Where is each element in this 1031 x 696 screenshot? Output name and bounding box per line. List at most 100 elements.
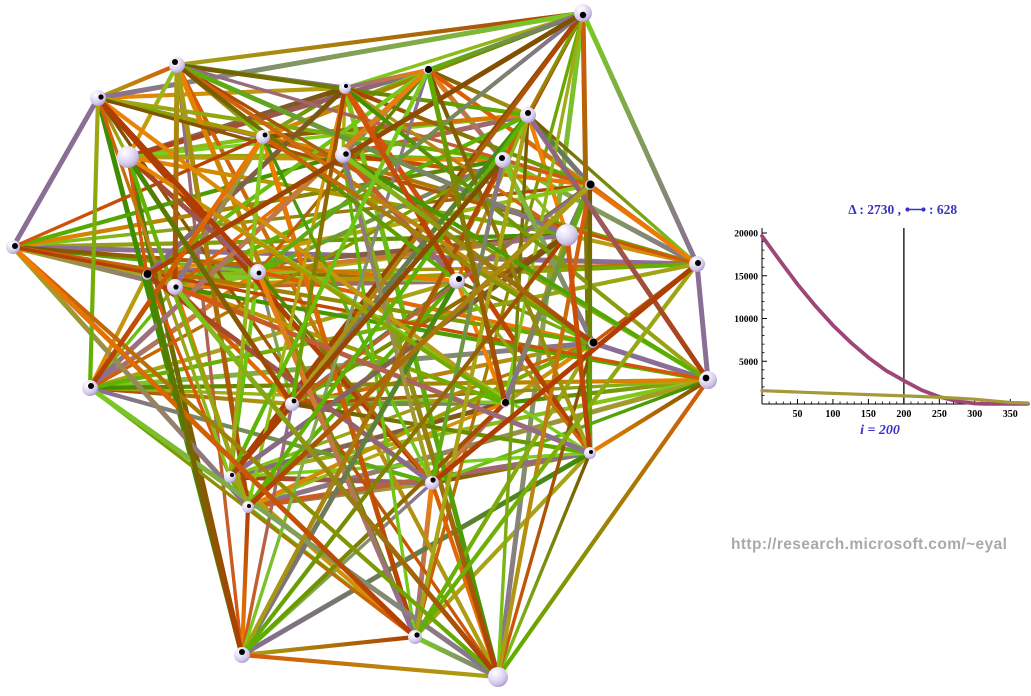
graph-node <box>335 147 351 163</box>
graph-node <box>339 82 351 94</box>
graph-node <box>500 398 510 408</box>
graph-edge <box>564 232 593 456</box>
graph-node <box>242 501 254 513</box>
graph-node <box>224 471 236 483</box>
graph-node <box>584 447 596 459</box>
graph-edge <box>495 377 711 680</box>
graph-edge <box>174 10 586 68</box>
graph-edge <box>240 68 430 657</box>
graph-edge <box>87 134 266 391</box>
graph-edge <box>412 112 531 640</box>
x-tick-label: 250 <box>932 409 947 420</box>
graph-edge <box>425 67 508 406</box>
graph-node <box>488 667 508 687</box>
y-tick-label: 15000 <box>734 272 758 282</box>
olive-curve <box>760 389 1030 405</box>
graph-node <box>699 371 717 389</box>
graph-node <box>117 146 139 168</box>
y-tick-label: 10000 <box>734 315 758 325</box>
graph-edge <box>239 652 501 680</box>
graph-edge <box>87 272 150 391</box>
graph-node <box>234 647 250 663</box>
graph-edge <box>88 158 505 390</box>
graph-edge <box>496 451 592 679</box>
graph-edge <box>239 504 251 658</box>
chart-title: Δ : 2730 ,: 628 <box>848 202 957 217</box>
graph-edge <box>429 261 700 486</box>
graph-edge <box>342 67 431 91</box>
graph-node <box>142 270 152 280</box>
graph-node <box>449 273 465 289</box>
graph-node <box>169 57 185 73</box>
graph-edge <box>87 385 501 680</box>
graph-edge <box>10 95 101 250</box>
graph-edge <box>502 377 711 406</box>
x-tick-label: 350 <box>1003 409 1018 420</box>
graph-edge <box>412 634 501 680</box>
graph-edge <box>227 67 431 480</box>
distance-symbol-icon <box>905 207 926 212</box>
graph-edge <box>239 232 570 658</box>
purple-curve <box>760 234 1030 406</box>
graph-edge <box>495 182 593 680</box>
x-tick-label: 50 <box>792 409 802 420</box>
graph-node <box>585 180 595 190</box>
graph-edge <box>145 262 699 277</box>
graph-node <box>588 338 598 348</box>
graph-edge <box>425 10 586 73</box>
graph-node <box>256 130 270 144</box>
graph-node <box>520 107 536 123</box>
graph-edge <box>88 386 417 639</box>
graph-edge <box>172 62 180 290</box>
graph-edge <box>227 157 506 480</box>
graph-edge <box>412 450 593 640</box>
graph-node <box>408 630 422 644</box>
graph-edge <box>95 95 508 406</box>
x-tick-label: 100 <box>825 409 840 420</box>
graph-node <box>495 152 511 168</box>
x-tick-label: 150 <box>861 409 876 420</box>
graph-edge <box>502 182 593 406</box>
graph-edge <box>10 244 501 680</box>
graph-edge <box>455 279 592 455</box>
chart-xlabel: i = 200 <box>860 423 900 438</box>
graph-edge <box>125 154 295 407</box>
graph-edge <box>496 113 530 679</box>
graph-edge <box>125 154 251 510</box>
graph-edge <box>10 244 251 510</box>
svg-text:: 628: : 628 <box>929 202 957 217</box>
graph-edge <box>340 152 501 680</box>
y-tick-label: 5000 <box>739 358 758 368</box>
graph-node <box>423 65 433 75</box>
graph-node <box>90 90 106 106</box>
graph-edge <box>87 95 101 391</box>
graph-node <box>689 256 705 272</box>
graph-nodes <box>6 4 717 687</box>
x-tick-label: 300 <box>967 409 982 420</box>
graph-node <box>82 380 98 396</box>
graph-edge <box>261 135 434 485</box>
degree-chart: 50 100 150 200 250 300 350 5000 10000 15000 20000 Δ… <box>734 202 1030 438</box>
graph-edge <box>590 340 711 383</box>
graph-edge <box>87 67 431 391</box>
graph-edge <box>172 284 501 680</box>
graph-edge <box>144 85 348 278</box>
graph-node <box>167 279 183 295</box>
graph-edge <box>245 112 531 510</box>
graph-edge <box>240 402 294 657</box>
graph-node <box>6 240 20 254</box>
graph-edge <box>144 272 245 658</box>
graph-node <box>425 476 439 490</box>
graph-edge <box>289 10 586 407</box>
graph-edge <box>587 377 711 456</box>
x-tick-label: 200 <box>896 409 911 420</box>
graph-edge <box>429 157 506 486</box>
graph-edge <box>255 10 586 275</box>
graph-edge <box>95 95 261 275</box>
footer-url: http://research.microsoft.com/~eyal <box>731 536 1008 553</box>
graph-edge <box>580 10 700 267</box>
graph-edge <box>174 62 570 238</box>
y-tick-label: 20000 <box>734 230 758 240</box>
graph-edge <box>10 244 418 640</box>
graph-node <box>556 224 578 246</box>
